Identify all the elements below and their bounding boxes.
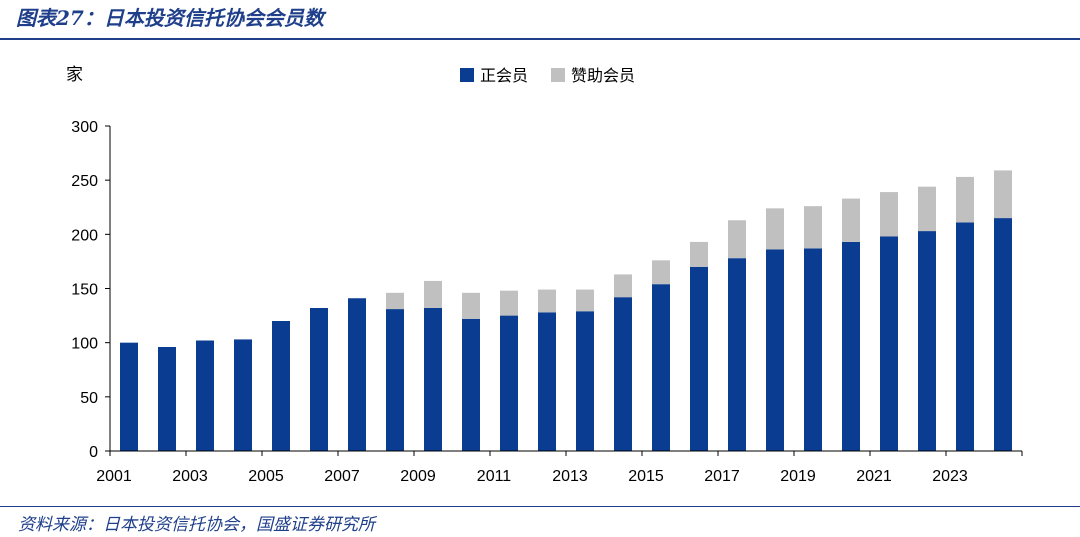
legend-label-regular: 正会员 [480, 66, 528, 85]
bar-regular-member [880, 236, 898, 451]
legend-swatch-regular [460, 68, 474, 82]
bar-regular-member [842, 241, 860, 451]
x-tick-label: 2001 [96, 468, 132, 485]
bar-regular-member [500, 315, 518, 451]
bar-supporting-member [994, 170, 1012, 219]
x-tick-label: 2015 [628, 468, 664, 485]
bar-supporting-member [386, 292, 404, 310]
bar-supporting-member [956, 176, 974, 223]
bar-supporting-member [538, 289, 556, 313]
bar-regular-member [424, 308, 442, 451]
bar-supporting-member [880, 192, 898, 237]
bar-regular-member [690, 266, 708, 451]
bar-regular-member [462, 318, 480, 451]
bar-supporting-member [500, 290, 518, 316]
bar-regular-member [956, 222, 974, 451]
bar-regular-member [158, 347, 176, 451]
bar-supporting-member [614, 274, 632, 298]
bar-regular-member [272, 321, 290, 451]
bar-regular-member [310, 308, 328, 451]
bar-regular-member [614, 297, 632, 451]
top-divider [0, 38, 1080, 40]
chart-title: 图表27：日本投资信托协会会员数 [16, 6, 324, 30]
bar-regular-member [728, 258, 746, 451]
bar-regular-member [234, 339, 252, 451]
bar-regular-member [196, 340, 214, 451]
y-axis-unit: 家 [66, 65, 83, 85]
y-tick-label: 100 [71, 336, 98, 353]
legend-label-supporting: 赞助会员 [571, 66, 635, 85]
x-tick-label: 2003 [172, 468, 208, 485]
bottom-divider [0, 506, 1080, 507]
y-tick-label: 250 [71, 173, 98, 190]
source-note: 资料来源：日本投资信托协会，国盛证券研究所 [18, 515, 375, 535]
bar-supporting-member [728, 220, 746, 259]
bar-regular-member [538, 312, 556, 451]
y-axis: 0 50 100 150 200 250 300 [71, 119, 111, 461]
bar-regular-member [994, 218, 1012, 451]
x-tick-label: 2005 [248, 468, 284, 485]
legend-swatch-supporting [551, 68, 565, 82]
bar-supporting-member [652, 260, 670, 285]
y-tick-label: 300 [71, 119, 98, 136]
x-axis: 2001 2003 2005 2007 2009 2011 2013 2015 2017 2019… [96, 450, 1023, 485]
bar-regular-member [652, 284, 670, 451]
bar-supporting-member [690, 241, 708, 267]
bar-regular-member [576, 311, 594, 451]
legend: 正会员 赞助会员 [460, 66, 635, 85]
bar-regular-member [120, 342, 138, 451]
x-tick-label: 2021 [856, 468, 892, 485]
bar-regular-member [918, 231, 936, 451]
bar-supporting-member [804, 206, 822, 249]
y-tick-label: 200 [71, 227, 98, 244]
bar-regular-member [386, 309, 404, 451]
y-tick-label: 150 [71, 282, 98, 299]
y-tick-label: 50 [80, 390, 98, 407]
x-tick-label: 2011 [477, 468, 512, 485]
y-tick-label: 0 [89, 444, 98, 461]
bar-supporting-member [842, 198, 860, 242]
bar-regular-member [348, 298, 366, 451]
x-tick-label: 2009 [400, 468, 436, 485]
bar-regular-member [766, 249, 784, 451]
bar-supporting-member [918, 186, 936, 232]
x-tick-label: 2019 [780, 468, 816, 485]
bar-supporting-member [462, 292, 480, 319]
bar-supporting-member [766, 208, 784, 250]
x-tick-label: 2023 [932, 468, 968, 485]
x-tick-label: 2013 [552, 468, 588, 485]
bar-supporting-member [424, 280, 442, 308]
x-tick-label: 2007 [324, 468, 360, 485]
x-tick-label: 2017 [704, 468, 740, 485]
bars [120, 170, 1012, 451]
bar-regular-member [804, 248, 822, 451]
bar-supporting-member [576, 289, 594, 312]
